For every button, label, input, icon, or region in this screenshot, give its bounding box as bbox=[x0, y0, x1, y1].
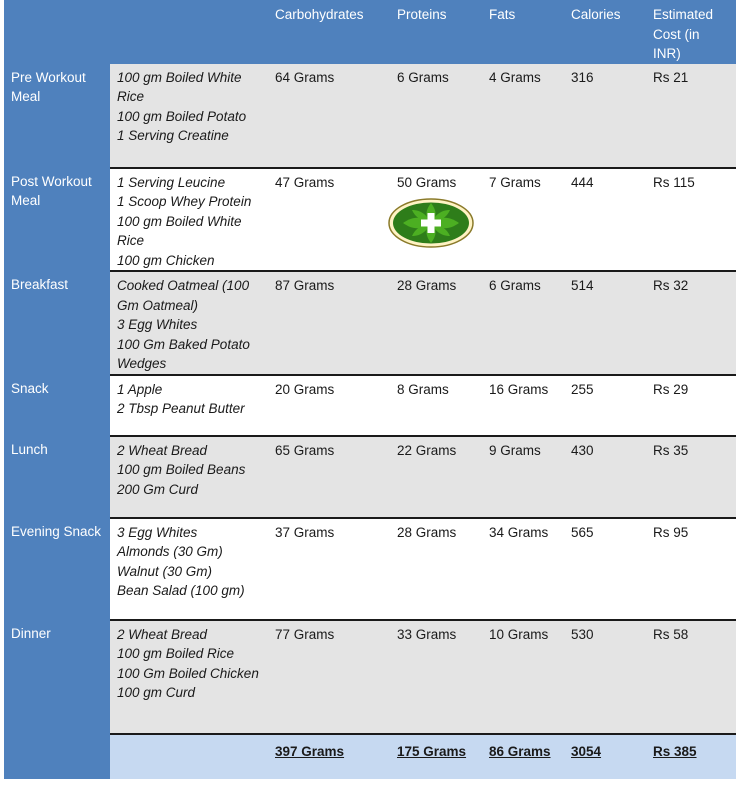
food-item: 1 Serving Leucine bbox=[117, 174, 226, 190]
food-item: Cooked Oatmeal (100 Gm Oatmeal) bbox=[117, 278, 250, 313]
carbs-value: 37 Grams bbox=[268, 516, 390, 620]
cost-value: Rs 35 bbox=[646, 434, 736, 518]
calories-value: 565 bbox=[564, 516, 646, 620]
food-item: 1 Scoop Whey Protein bbox=[117, 194, 252, 209]
food-item: Walnut (30 Gm) bbox=[117, 563, 213, 579]
food-item: 100 gm Boiled Potato bbox=[117, 108, 247, 124]
fats-value: 34 Grams bbox=[482, 516, 564, 620]
cost-value: Rs 32 bbox=[646, 270, 736, 375]
carbs-value: 87 Grams bbox=[268, 270, 390, 375]
table-row: Breakfast Cooked Oatmeal (100 Gm Oatmeal… bbox=[4, 270, 736, 375]
cost-value: Rs 21 bbox=[646, 63, 736, 168]
calories-value: 430 bbox=[564, 434, 646, 518]
totals-meal-spacer bbox=[4, 733, 110, 779]
total-calories: 3054 bbox=[564, 732, 646, 779]
fats-value: 6 Grams bbox=[482, 270, 564, 375]
cost-value: Rs 29 bbox=[646, 373, 736, 436]
carbs-value: 64 Grams bbox=[268, 63, 390, 168]
food-list: Cooked Oatmeal (100 Gm Oatmeal) 3 Egg Wh… bbox=[110, 270, 268, 375]
total-proteins: 175 Grams bbox=[390, 732, 482, 779]
food-item: 1 Serving Creatine bbox=[117, 128, 229, 143]
table-row: Snack 1 Apple 2 Tbsp Peanut Butter 20 Gr… bbox=[4, 373, 736, 436]
table-row: Lunch 2 Wheat Bread 100 gm Boiled Beans … bbox=[4, 434, 736, 518]
meal-name: Lunch bbox=[4, 435, 110, 518]
proteins-value: 8 Grams bbox=[390, 373, 482, 436]
food-item: 100 gm Chicken bbox=[117, 252, 215, 268]
food-item: 3 Egg Whites bbox=[117, 524, 198, 540]
header-row: Carbohydrates Proteins Fats Calories Est… bbox=[4, 0, 736, 64]
meal-name: Evening Snack bbox=[4, 517, 110, 620]
food-item: 200 Gm Curd bbox=[117, 481, 199, 497]
fats-value: 10 Grams bbox=[482, 618, 564, 734]
table-row: Pre Workout Meal 100 gm Boiled White Ric… bbox=[4, 63, 736, 168]
table-row: Evening Snack 3 Egg Whites Almonds (30 G… bbox=[4, 516, 736, 620]
header-fats: Fats bbox=[482, 0, 564, 64]
meal-name: Breakfast bbox=[4, 271, 110, 375]
meal-name: Pre Workout Meal bbox=[4, 63, 110, 168]
calories-value: 530 bbox=[564, 618, 646, 734]
food-list: 1 Apple 2 Tbsp Peanut Butter bbox=[110, 373, 268, 436]
food-item: 3 Egg Whites bbox=[117, 317, 198, 332]
total-fats: 86 Grams bbox=[482, 732, 564, 779]
fats-value: 7 Grams bbox=[482, 166, 564, 271]
food-item: 2 Wheat Bread bbox=[117, 442, 208, 458]
food-item: 2 Tbsp Peanut Butter bbox=[117, 401, 245, 416]
table-row: Post Workout Meal 1 Serving Leucine 1 Sc… bbox=[4, 166, 736, 271]
calories-value: 316 bbox=[564, 63, 646, 168]
fats-value: 4 Grams bbox=[482, 63, 564, 168]
carbs-value: 65 Grams bbox=[268, 434, 390, 518]
header-calories: Calories bbox=[564, 0, 646, 64]
fats-value: 9 Grams bbox=[482, 434, 564, 518]
food-item: 2 Wheat Bread bbox=[117, 626, 208, 642]
food-item: 100 Gm Baked Potato Wedges bbox=[117, 336, 250, 372]
meal-name: Snack bbox=[4, 374, 110, 436]
totals-row: 397 Grams 175 Grams 86 Grams 3054 Rs 385 bbox=[4, 732, 736, 779]
carbs-value: 20 Grams bbox=[268, 373, 390, 436]
food-item: 100 gm Boiled White Rice bbox=[117, 69, 242, 105]
calories-value: 444 bbox=[564, 166, 646, 271]
green-cross-leaf-logo-icon bbox=[388, 198, 474, 248]
diet-table-container: Carbohydrates Proteins Fats Calories Est… bbox=[4, 0, 736, 779]
carbs-value: 77 Grams bbox=[268, 618, 390, 734]
proteins-value: 33 Grams bbox=[390, 618, 482, 734]
food-item: 100 gm Boiled Beans bbox=[117, 462, 246, 477]
calories-value: 255 bbox=[564, 373, 646, 436]
food-list: 2 Wheat Bread 100 gm Boiled Rice 100 Gm … bbox=[110, 618, 268, 734]
food-item: 100 Gm Boiled Chicken bbox=[117, 665, 259, 681]
food-item: Bean Salad (100 gm) bbox=[117, 583, 245, 598]
cost-value: Rs 58 bbox=[646, 618, 736, 734]
total-cost: Rs 385 bbox=[646, 732, 736, 779]
food-item: 1 Apple bbox=[117, 381, 163, 397]
carbs-value: 47 Grams bbox=[268, 166, 390, 271]
diet-plan-table: Carbohydrates Proteins Fats Calories Est… bbox=[4, 0, 736, 779]
proteins-value: 28 Grams bbox=[390, 516, 482, 620]
meal-name: Post Workout Meal bbox=[4, 167, 110, 271]
food-item: 100 gm Boiled White Rice bbox=[117, 213, 242, 249]
meal-name: Dinner bbox=[4, 619, 110, 734]
header-meal bbox=[4, 0, 110, 64]
total-carbs: 397 Grams bbox=[268, 732, 390, 779]
header-foods bbox=[110, 0, 268, 64]
totals-food-spacer bbox=[110, 732, 268, 779]
calories-value: 514 bbox=[564, 270, 646, 375]
food-list: 2 Wheat Bread 100 gm Boiled Beans 200 Gm… bbox=[110, 434, 268, 518]
proteins-value: 28 Grams bbox=[390, 270, 482, 375]
header-carbohydrates: Carbohydrates bbox=[268, 0, 390, 64]
proteins-value: 6 Grams bbox=[390, 63, 482, 168]
header-estimated-cost: Estimated Cost (in INR) bbox=[646, 0, 736, 64]
table-row: Dinner 2 Wheat Bread 100 gm Boiled Rice … bbox=[4, 618, 736, 734]
proteins-value: 22 Grams bbox=[390, 434, 482, 518]
food-item: 100 gm Curd bbox=[117, 685, 196, 700]
cost-value: Rs 115 bbox=[646, 166, 736, 271]
fats-value: 16 Grams bbox=[482, 373, 564, 436]
food-list: 1 Serving Leucine 1 Scoop Whey Protein 1… bbox=[110, 166, 268, 271]
header-proteins: Proteins bbox=[390, 0, 482, 64]
food-item: 100 gm Boiled Rice bbox=[117, 646, 235, 661]
food-item: Almonds (30 Gm) bbox=[117, 544, 223, 559]
food-list: 3 Egg Whites Almonds (30 Gm) Walnut (30 … bbox=[110, 516, 268, 620]
food-list: 100 gm Boiled White Rice 100 gm Boiled P… bbox=[110, 63, 268, 168]
cost-value: Rs 95 bbox=[646, 516, 736, 620]
